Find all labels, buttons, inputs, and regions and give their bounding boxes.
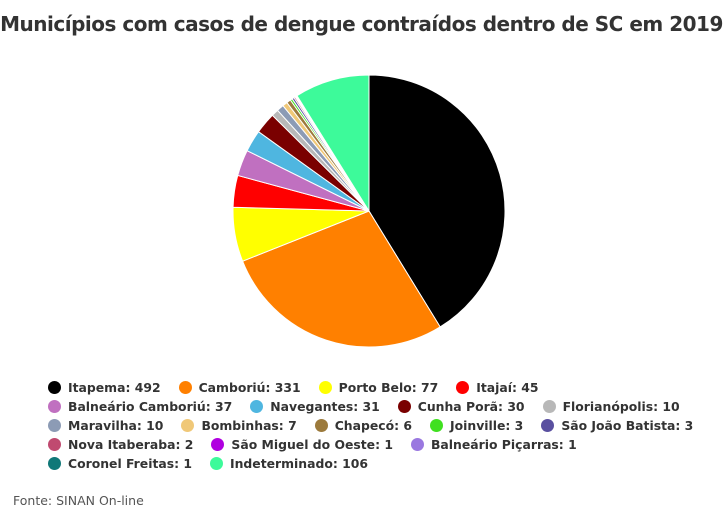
legend-item[interactable]: Maravilha: 10 xyxy=(48,418,163,433)
legend-item[interactable]: Balneário Piçarras: 1 xyxy=(410,437,577,452)
legend-label: Porto Belo: 77 xyxy=(338,380,439,395)
legend-item[interactable]: Indeterminado: 106 xyxy=(210,456,368,471)
legend-label: Indeterminado: 106 xyxy=(230,456,368,471)
legend-swatch-icon xyxy=(456,381,470,394)
legend-label: Itajaí: 45 xyxy=(476,380,539,395)
legend-row: Maravilha: 10 Bombinhas: 7 Chapecó: 6 Joinv… xyxy=(48,416,718,435)
pie-slice xyxy=(296,74,370,213)
legend-item[interactable]: São Miguel do Oeste: 1 xyxy=(211,437,393,452)
legend-swatch-icon xyxy=(211,438,225,451)
legend-label: Camboriú: 331 xyxy=(198,380,301,395)
legend-label: Nova Itaberaba: 2 xyxy=(68,437,194,452)
legend-label: Coronel Freitas: 1 xyxy=(68,456,192,471)
legend-item[interactable]: Balneário Camboriú: 37 xyxy=(48,399,232,414)
chart-title: Municípios com casos de dengue contraído… xyxy=(0,12,723,36)
legend-swatch-icon xyxy=(48,400,61,413)
legend-label: Balneário Camboriú: 37 xyxy=(68,399,233,414)
legend-swatch-icon xyxy=(250,400,264,413)
source-note: Fonte: SINAN On-line xyxy=(13,493,144,508)
legend-item[interactable]: Navegantes: 31 xyxy=(250,399,380,414)
legend-swatch-icon xyxy=(48,457,61,470)
legend-label: Maravilha: 10 xyxy=(68,418,164,433)
legend-swatch-icon xyxy=(48,381,61,394)
legend-swatch-icon xyxy=(318,381,332,394)
chart-legend: Itapema: 492 Camboriú: 331 Porto Belo: 77 I… xyxy=(48,378,718,473)
legend-item[interactable]: Nova Itaberaba: 2 xyxy=(48,437,193,452)
legend-swatch-icon xyxy=(314,419,328,432)
legend-item[interactable]: Porto Belo: 77 xyxy=(318,380,439,395)
legend-label: Bombinhas: 7 xyxy=(201,418,297,433)
legend-label: São Miguel do Oeste: 1 xyxy=(231,437,393,452)
legend-swatch-icon xyxy=(178,381,192,394)
legend-label: Navegantes: 31 xyxy=(270,399,380,414)
legend-swatch-icon xyxy=(542,400,556,413)
legend-row: Coronel Freitas: 1 Indeterminado: 106 xyxy=(48,454,718,473)
legend-item[interactable]: Itajaí: 45 xyxy=(456,380,538,395)
legend-item[interactable]: Florianópolis: 10 xyxy=(542,399,680,414)
legend-row: Nova Itaberaba: 2 São Miguel do Oeste: 1 B… xyxy=(48,435,718,454)
legend-swatch-icon xyxy=(541,419,555,432)
legend-swatch-icon xyxy=(48,438,61,451)
legend-label: São João Batista: 3 xyxy=(561,418,694,433)
legend-label: Balneário Piçarras: 1 xyxy=(430,437,577,452)
legend-swatch-icon xyxy=(181,419,195,432)
legend-item[interactable]: São João Batista: 3 xyxy=(541,418,693,433)
legend-item[interactable]: Coronel Freitas: 1 xyxy=(48,456,192,471)
legend-swatch-icon xyxy=(210,457,223,470)
legend-swatch-icon xyxy=(410,438,424,451)
legend-item[interactable]: Cunha Porã: 30 xyxy=(397,399,525,414)
legend-item[interactable]: Bombinhas: 7 xyxy=(181,418,297,433)
legend-row: Balneário Camboriú: 37 Navegantes: 31 Cunh… xyxy=(48,397,718,416)
legend-swatch-icon xyxy=(397,400,411,413)
pie-slice xyxy=(368,74,506,328)
legend-label: Cunha Porã: 30 xyxy=(417,399,525,414)
legend-row: Itapema: 492 Camboriú: 331 Porto Belo: 77 I… xyxy=(48,378,718,397)
legend-label: Joinville: 3 xyxy=(450,418,524,433)
legend-swatch-icon xyxy=(430,419,443,432)
legend-swatch-icon xyxy=(48,419,61,432)
legend-item[interactable]: Chapecó: 6 xyxy=(314,418,412,433)
legend-label: Florianópolis: 10 xyxy=(562,399,680,414)
legend-label: Chapecó: 6 xyxy=(334,418,412,433)
legend-item[interactable]: Camboriú: 331 xyxy=(178,380,301,395)
legend-item[interactable]: Joinville: 3 xyxy=(430,418,523,433)
legend-item[interactable]: Itapema: 492 xyxy=(48,380,161,395)
legend-label: Itapema: 492 xyxy=(68,380,161,395)
pie-slice xyxy=(241,210,441,348)
